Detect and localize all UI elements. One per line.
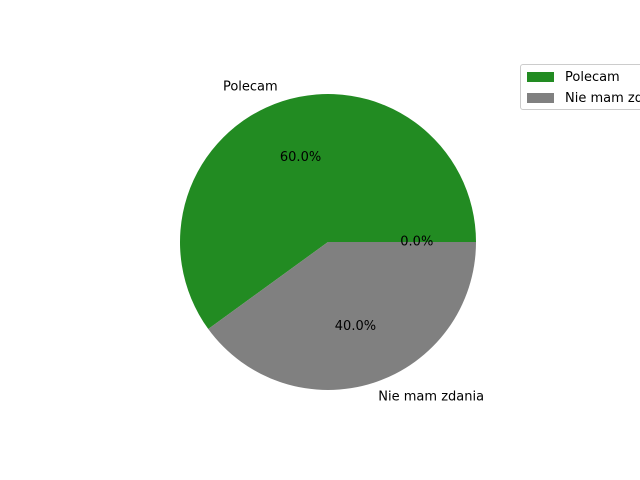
- legend-swatch-polecam: [527, 72, 554, 82]
- legend-entry-polecam: Polecam: [527, 68, 620, 86]
- pie-slice-nie-mam-zdania: [208, 242, 476, 390]
- legend: Polecam Nie mam zdania: [520, 64, 640, 110]
- pct-label-nie-mam-zdania: 40.0%: [335, 319, 376, 334]
- legend-label-nie-mam-zdania: Nie mam zdania: [565, 90, 640, 106]
- pct-label-empty: 0.0%: [400, 235, 433, 250]
- legend-label-polecam: Polecam: [565, 69, 620, 85]
- slice-label-polecam: Polecam: [223, 80, 278, 95]
- slice-label-nie-mam-zdania: Nie mam zdania: [378, 389, 484, 404]
- legend-entry-nie-mam-zdania: Nie mam zdania: [527, 89, 640, 107]
- pie-slice-polecam: [180, 94, 477, 329]
- legend-swatch-nie-mam-zdania: [527, 93, 554, 103]
- pct-label-polecam: 60.0%: [280, 150, 321, 165]
